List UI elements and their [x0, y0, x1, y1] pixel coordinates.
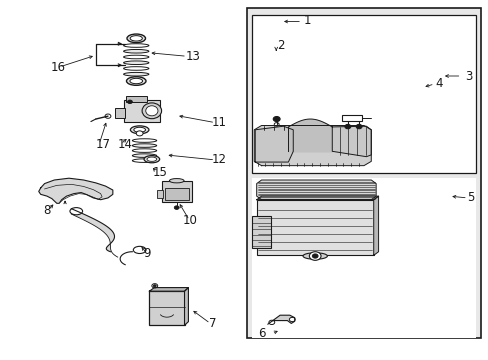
Polygon shape [39, 178, 113, 203]
Polygon shape [373, 196, 378, 255]
Ellipse shape [123, 67, 149, 70]
Circle shape [268, 320, 274, 324]
Circle shape [105, 114, 111, 118]
Polygon shape [256, 196, 378, 200]
Text: 4: 4 [435, 77, 443, 90]
Ellipse shape [123, 72, 149, 76]
Polygon shape [254, 126, 370, 166]
Circle shape [153, 285, 156, 287]
Polygon shape [331, 126, 370, 157]
Ellipse shape [130, 36, 142, 41]
Ellipse shape [130, 78, 142, 84]
Polygon shape [184, 288, 188, 325]
Bar [164, 188, 188, 200]
Text: 2: 2 [277, 39, 284, 52]
Ellipse shape [126, 77, 146, 85]
Ellipse shape [132, 159, 157, 162]
Ellipse shape [145, 106, 158, 116]
Circle shape [309, 252, 321, 260]
Text: 9: 9 [143, 247, 150, 260]
Bar [251, 178, 475, 338]
Text: 11: 11 [211, 116, 226, 129]
Bar [115, 108, 125, 118]
Bar [161, 181, 191, 202]
Text: 15: 15 [152, 166, 167, 179]
Circle shape [312, 254, 318, 258]
Text: 6: 6 [257, 327, 265, 340]
Ellipse shape [144, 156, 159, 163]
Ellipse shape [134, 127, 145, 132]
Bar [126, 96, 147, 102]
Ellipse shape [132, 149, 157, 152]
Circle shape [127, 100, 132, 104]
Bar [251, 15, 475, 173]
Text: 12: 12 [211, 153, 226, 166]
Circle shape [174, 206, 179, 210]
Polygon shape [267, 315, 294, 324]
Circle shape [289, 318, 295, 321]
Text: 8: 8 [43, 204, 51, 217]
Polygon shape [255, 126, 293, 162]
Text: 16: 16 [51, 60, 65, 73]
Circle shape [344, 125, 350, 129]
Ellipse shape [147, 157, 157, 161]
Ellipse shape [123, 44, 149, 47]
Text: 13: 13 [185, 50, 201, 63]
Bar [149, 291, 184, 325]
Polygon shape [71, 209, 118, 257]
Ellipse shape [303, 253, 327, 259]
Bar [123, 100, 160, 122]
Circle shape [136, 131, 143, 136]
Circle shape [355, 125, 361, 129]
Ellipse shape [123, 49, 149, 53]
Text: 3: 3 [464, 69, 471, 82]
Ellipse shape [132, 139, 157, 142]
Circle shape [152, 284, 158, 288]
Text: 14: 14 [117, 138, 132, 150]
Ellipse shape [130, 126, 149, 134]
Ellipse shape [133, 246, 146, 253]
Ellipse shape [132, 154, 157, 157]
Polygon shape [256, 180, 375, 200]
Ellipse shape [142, 103, 161, 119]
Bar [341, 115, 361, 121]
Bar [157, 190, 162, 198]
Text: 1: 1 [304, 14, 311, 27]
Bar [246, 8, 480, 338]
Text: 5: 5 [467, 192, 474, 204]
Circle shape [273, 117, 280, 122]
Text: 10: 10 [182, 214, 197, 227]
Ellipse shape [123, 55, 149, 59]
Ellipse shape [127, 34, 145, 42]
Ellipse shape [123, 61, 149, 64]
Bar [256, 200, 373, 255]
Text: 17: 17 [95, 138, 110, 150]
Bar [251, 216, 271, 248]
Circle shape [274, 123, 279, 126]
Ellipse shape [169, 179, 183, 183]
Ellipse shape [70, 208, 82, 215]
Text: 7: 7 [209, 317, 216, 330]
Ellipse shape [132, 144, 157, 147]
Polygon shape [149, 288, 188, 291]
